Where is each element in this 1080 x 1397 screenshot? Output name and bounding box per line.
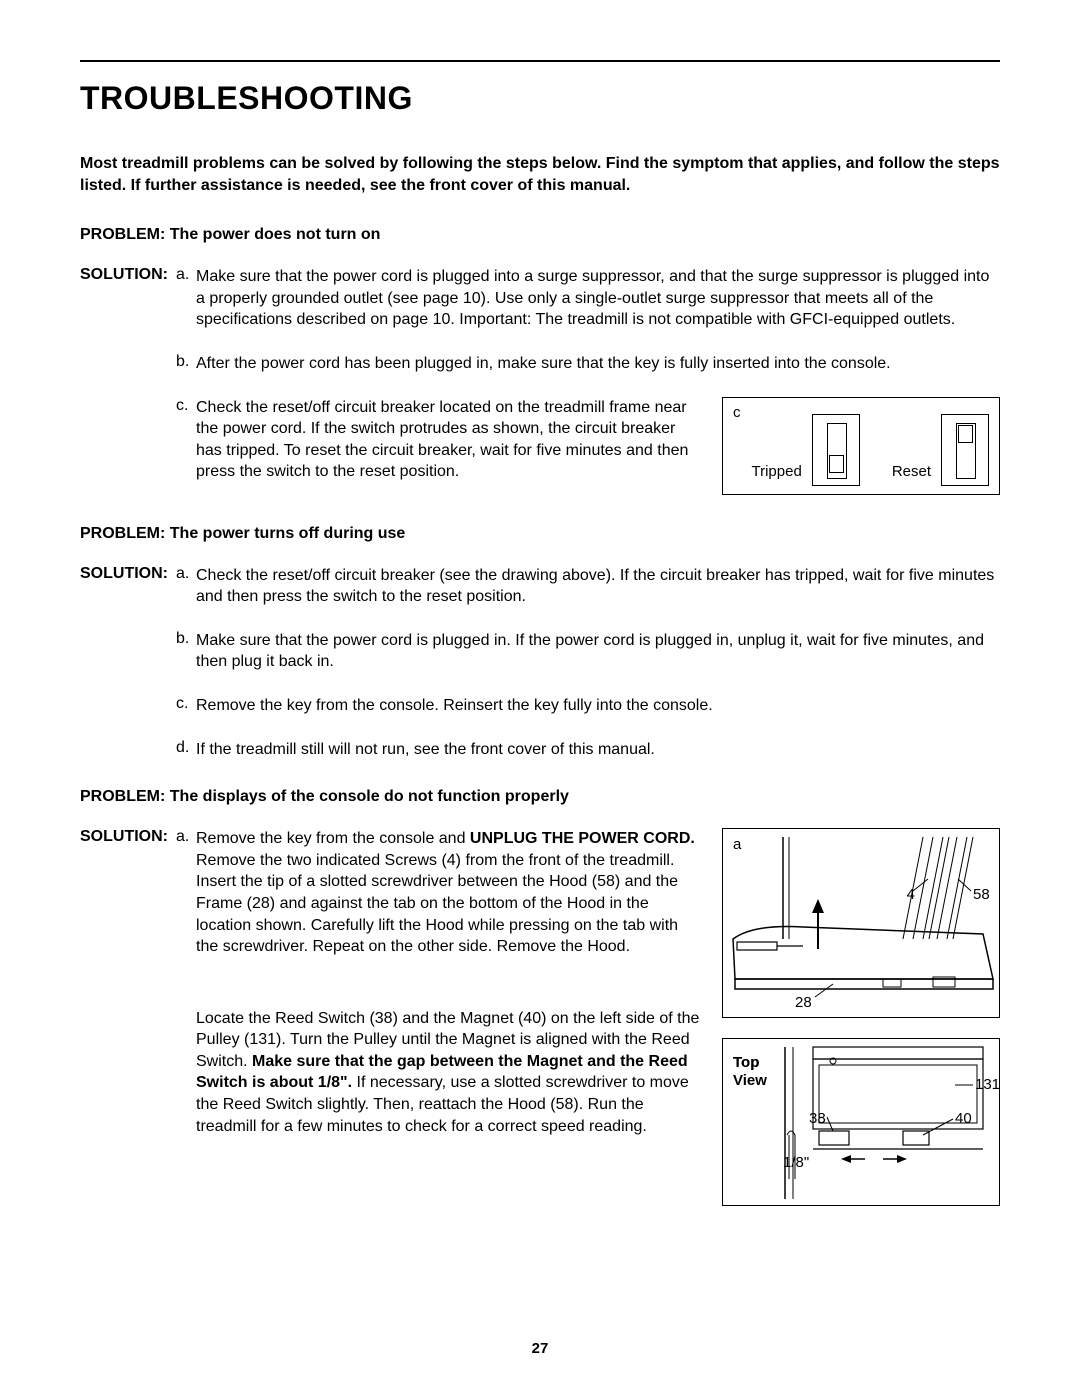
bullet-b: b. bbox=[176, 630, 196, 648]
solution-1b: After the power cord has been plugged in… bbox=[196, 353, 1000, 375]
horizontal-rule bbox=[80, 60, 1000, 62]
svg-text:1/8": 1/8" bbox=[783, 1154, 809, 1171]
svg-text:28: 28 bbox=[795, 994, 812, 1011]
problem-1-heading: PROBLEM: The power does not turn on bbox=[80, 226, 1000, 244]
problem-3-heading: PROBLEM: The displays of the console do … bbox=[80, 788, 1000, 806]
page-number: 27 bbox=[0, 1340, 1080, 1357]
bullet-a: a. bbox=[176, 828, 196, 846]
solution-3b: Locate the Reed Switch (38) and the Magn… bbox=[196, 1008, 702, 1138]
reed-switch-diagram-icon: Top Top View bbox=[723, 1039, 1000, 1206]
solution-1a: Make sure that the power cord is plugged… bbox=[196, 266, 1000, 331]
figure-c-corner-label: c bbox=[733, 404, 741, 421]
svg-text:131: 131 bbox=[975, 1076, 1000, 1093]
bullet-d: d. bbox=[176, 739, 196, 757]
hood-diagram-icon: a 4 bbox=[723, 829, 1000, 1018]
bullet-a: a. bbox=[176, 565, 196, 583]
figure-a-hood: a 4 bbox=[722, 828, 1000, 1018]
sol3a-pre: Remove the key from the console and bbox=[196, 830, 470, 847]
svg-text:Top: Top bbox=[733, 1054, 759, 1071]
sol3a-bold: UNPLUG THE POWER CORD. bbox=[470, 830, 695, 847]
problem-2-heading: PROBLEM: The power turns off during use bbox=[80, 525, 1000, 543]
svg-text:40: 40 bbox=[955, 1110, 972, 1127]
bullet-b: b. bbox=[176, 353, 196, 371]
svg-text:38: 38 bbox=[809, 1110, 826, 1127]
intro-paragraph: Most treadmill problems can be solved by… bbox=[80, 153, 1000, 196]
reset-label: Reset bbox=[892, 463, 931, 486]
solution-label: SOLUTION: bbox=[80, 266, 176, 284]
svg-text:View: View bbox=[733, 1072, 767, 1089]
bullet-a: a. bbox=[176, 266, 196, 284]
figure-b-top-view: Top Top View bbox=[722, 1038, 1000, 1206]
figure-c-circuit-breaker: c Tripped Reset bbox=[722, 397, 1000, 495]
svg-text:4: 4 bbox=[907, 886, 915, 903]
solution-2c: Remove the key from the console. Reinser… bbox=[196, 695, 1000, 717]
solution-2b: Make sure that the power cord is plugged… bbox=[196, 630, 1000, 673]
bullet-c: c. bbox=[176, 397, 196, 415]
switch-tripped-icon bbox=[812, 414, 860, 486]
solution-label: SOLUTION: bbox=[80, 565, 176, 583]
solution-label: SOLUTION: bbox=[80, 828, 176, 846]
tripped-label: Tripped bbox=[752, 463, 802, 486]
sol3a-post: Remove the two indicated Screws (4) from… bbox=[196, 852, 678, 955]
solution-1c: Check the reset/off circuit breaker loca… bbox=[196, 397, 702, 483]
switch-reset-icon bbox=[941, 414, 989, 486]
bullet-c: c. bbox=[176, 695, 196, 713]
page-title: TROUBLESHOOTING bbox=[80, 80, 1000, 117]
solution-2a: Check the reset/off circuit breaker (see… bbox=[196, 565, 1000, 608]
solution-2d: If the treadmill still will not run, see… bbox=[196, 739, 1000, 761]
svg-text:a: a bbox=[733, 836, 742, 853]
solution-3a: Remove the key from the console and UNPL… bbox=[196, 828, 702, 958]
svg-text:58: 58 bbox=[973, 886, 990, 903]
